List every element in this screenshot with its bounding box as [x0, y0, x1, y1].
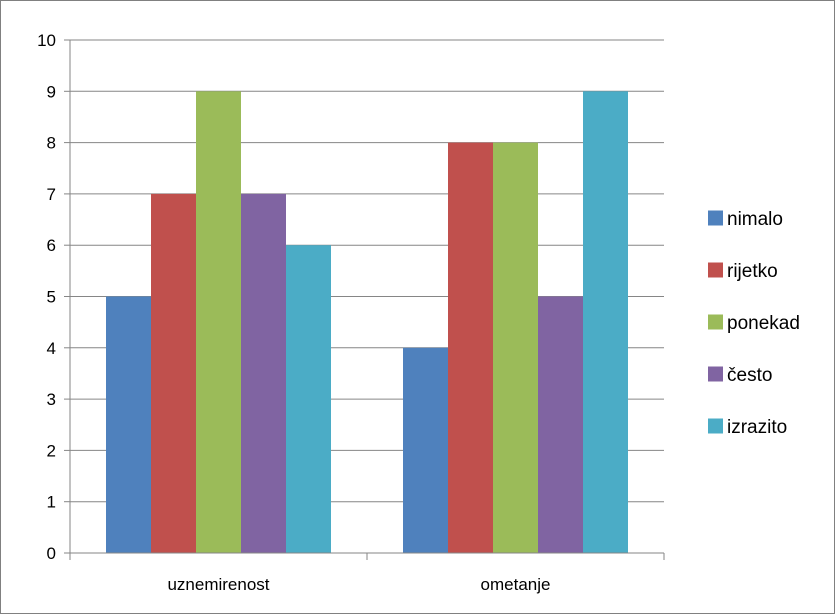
- legend-swatch: [708, 262, 723, 278]
- legend-item-često: često: [708, 365, 772, 386]
- legend-swatch: [708, 314, 723, 330]
- bar-uznemirenost-izrazito: [286, 245, 331, 553]
- bar-uznemirenost-ponekad: [196, 91, 241, 554]
- bar-ometanje-ponekad: [493, 142, 538, 553]
- bar-ometanje-rijetko: [448, 142, 493, 553]
- bar-ometanje-izrazito: [583, 91, 628, 554]
- legend-item-rijetko: rijetko: [708, 261, 778, 282]
- x-category-label: uznemirenost: [167, 575, 269, 594]
- bars: [106, 91, 628, 554]
- axes: [64, 39, 665, 560]
- y-tick-label: 8: [47, 134, 56, 153]
- legend-label: ponekad: [727, 313, 800, 334]
- y-tick-label: 5: [47, 288, 56, 307]
- legend-label: često: [727, 365, 772, 386]
- legend-label: rijetko: [727, 261, 778, 282]
- legend-item-nimalo: nimalo: [708, 209, 783, 230]
- legend-swatch: [708, 366, 723, 382]
- bar-uznemirenost-često: [241, 193, 286, 553]
- y-tick-label: 4: [47, 339, 56, 358]
- y-tick-label: 9: [47, 82, 56, 101]
- legend-swatch: [708, 210, 723, 226]
- y-tick-label: 10: [37, 31, 56, 50]
- legend-item-izrazito: izrazito: [708, 417, 787, 438]
- y-tick-label: 1: [47, 493, 56, 512]
- legend-label: nimalo: [727, 209, 783, 230]
- y-tick-label: 2: [47, 441, 56, 460]
- legend-item-ponekad: ponekad: [708, 313, 800, 334]
- legend-swatch: [708, 418, 723, 434]
- bar-ometanje-često: [538, 296, 583, 553]
- y-tick-label: 3: [47, 390, 56, 409]
- legend: nimalo rijetko ponekad često izrazito: [708, 209, 800, 438]
- bar-ometanje-nimalo: [403, 347, 448, 553]
- y-tick-labels: 0 1 2 3 4 5 6 7 8 9 10: [37, 31, 56, 563]
- legend-label: izrazito: [727, 417, 787, 438]
- y-tick-label: 7: [47, 185, 56, 204]
- y-tick-label: 0: [47, 544, 56, 563]
- bar-uznemirenost-nimalo: [106, 296, 151, 553]
- x-category-labels: uznemirenost ometanje: [167, 575, 550, 594]
- bar-uznemirenost-rijetko: [151, 193, 196, 553]
- x-category-label: ometanje: [481, 575, 551, 594]
- y-tick-label: 6: [47, 236, 56, 255]
